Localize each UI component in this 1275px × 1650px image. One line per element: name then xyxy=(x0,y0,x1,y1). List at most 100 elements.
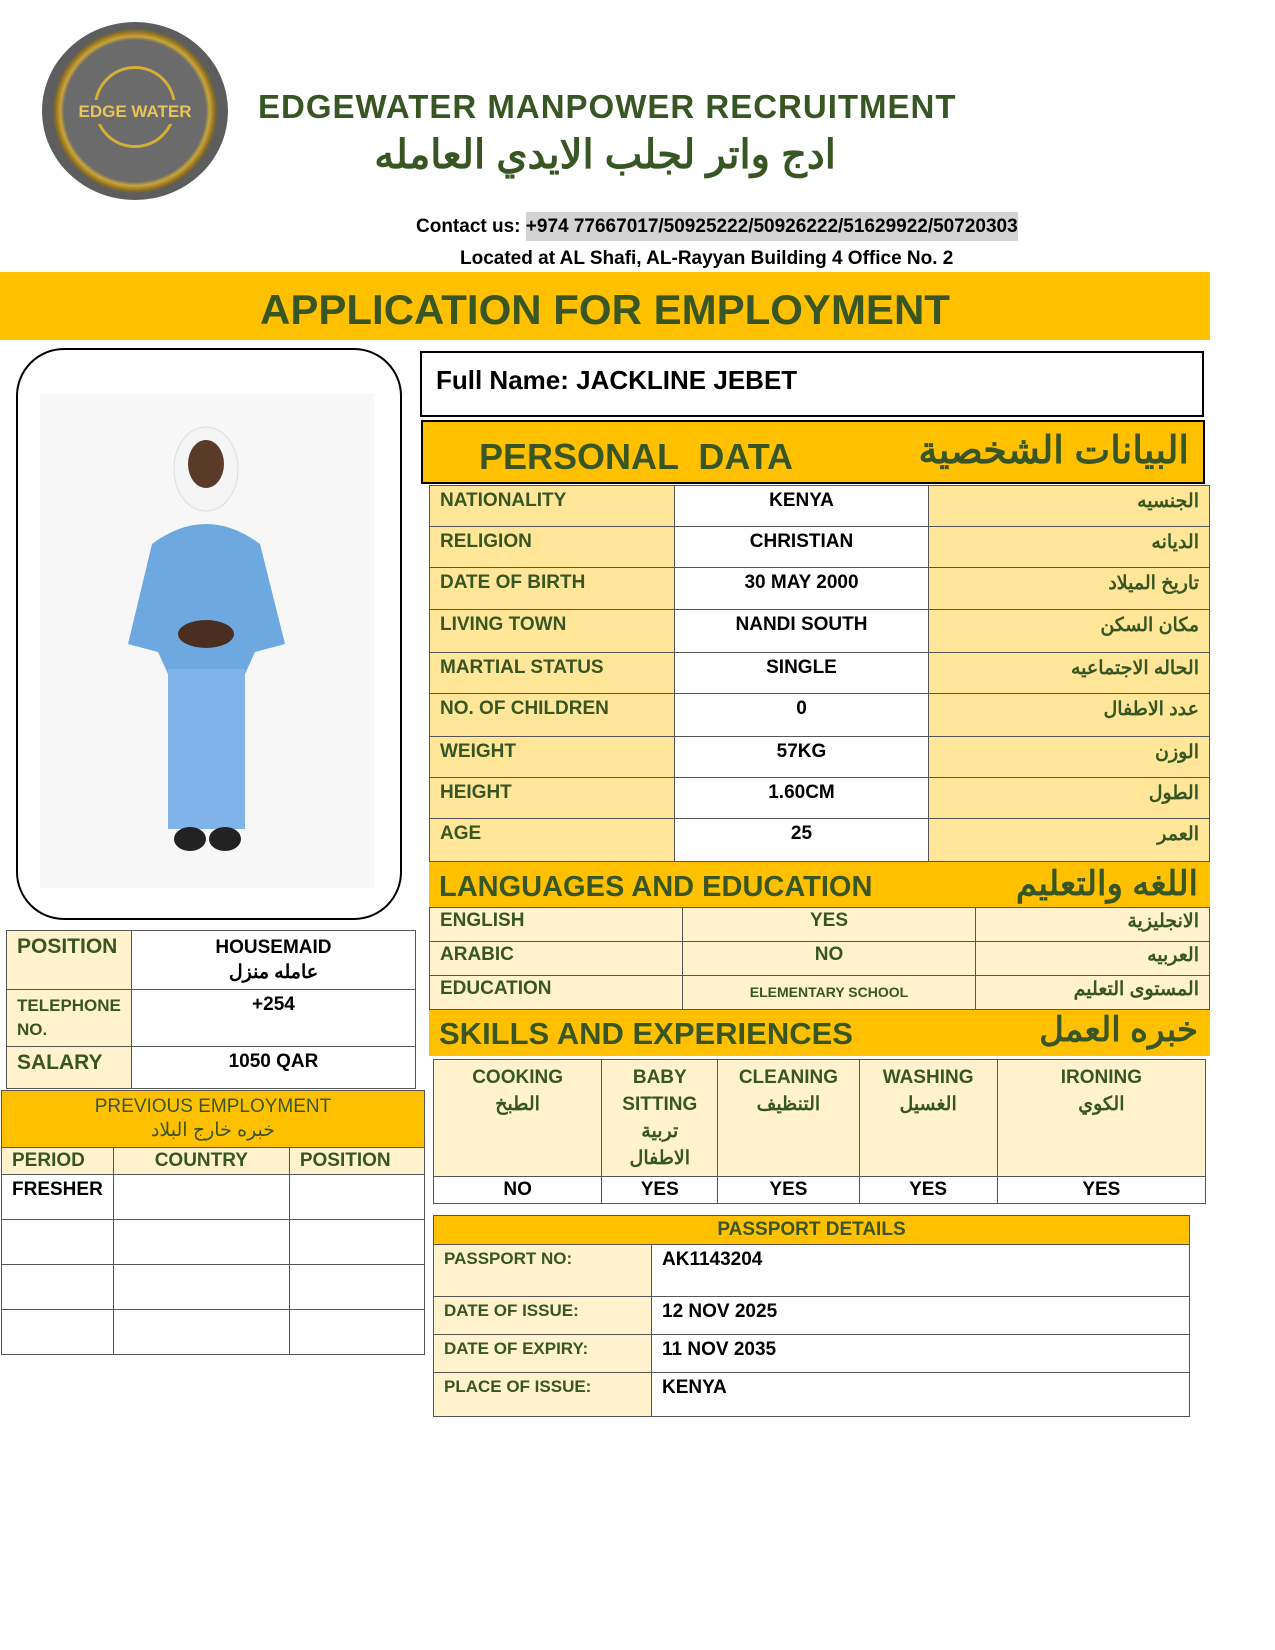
field-label-ar: الجنسيه xyxy=(928,485,1210,527)
field-label: HEIGHT xyxy=(429,777,675,819)
skill-value: YES xyxy=(858,1176,998,1204)
full-name: Full Name: JACKLINE JEBET xyxy=(420,351,1204,417)
previous-cell xyxy=(1,1219,114,1265)
contact-numbers: +974 77667017/50925222/50926222/51629922… xyxy=(525,212,1018,241)
passport-row: PLACE OF ISSUE: KENYA xyxy=(433,1372,1190,1417)
personal-title-ar: البيانات الشخصية xyxy=(918,430,1190,472)
field-label: NATIONALITY xyxy=(429,485,675,527)
field-label-ar: العربيه xyxy=(975,941,1210,976)
photo-frame xyxy=(16,348,402,920)
skills-table: COOKING الطبخ BABY SITTING تربية الاطفال CLE… xyxy=(432,1059,1207,1204)
field-value: 57KG xyxy=(674,736,929,778)
skill-cooking: COOKING الطبخ xyxy=(432,1059,603,1177)
previous-cell xyxy=(1,1309,114,1355)
field-label: ENGLISH xyxy=(429,907,683,942)
field-label-ar: الوزن xyxy=(928,736,1210,778)
previous-cell xyxy=(288,1264,426,1310)
company-logo: EDGE WATER xyxy=(42,22,228,200)
field-value: YES xyxy=(682,907,976,942)
field-label-ar: الديانه xyxy=(928,526,1210,568)
job-info-table: POSITION HOUSEMAID عامله منزل TELEPHONE N… xyxy=(6,930,417,1089)
skill-baby-sitting: BABY SITTING تربية الاطفال xyxy=(601,1059,719,1177)
field-label: ARABIC xyxy=(429,941,683,976)
passport-value: AK1143204 xyxy=(651,1244,1190,1297)
personal-row: WEIGHT 57KG الوزن xyxy=(429,736,1210,778)
field-value: 0 xyxy=(674,693,929,737)
salary-label: SALARY xyxy=(6,1046,132,1089)
personal-title-en: PERSONAL DATA xyxy=(479,436,794,477)
previous-employment-header: PREVIOUS EMPLOYMENT خبره خارج البلاد xyxy=(1,1090,425,1148)
previous-cell xyxy=(288,1174,426,1220)
company-name-ar: ادج واتر لجلب الايدي العامله xyxy=(374,133,836,177)
field-label-ar: الحاله الاجتماعيه xyxy=(928,652,1210,694)
field-label-ar: عدد الاطفال xyxy=(928,693,1210,737)
skill-washing: WASHING الغسيل xyxy=(858,1059,998,1177)
field-label-ar: الطول xyxy=(928,777,1210,819)
previous-header-row: PERIOD COUNTRY POSITION xyxy=(1,1147,426,1175)
skill-value: NO xyxy=(432,1176,603,1204)
personal-data-table: NATIONALITY KENYA الجنسيه RELIGION CHRISTIAN… xyxy=(429,485,1210,862)
passport-value: 12 NOV 2025 xyxy=(651,1296,1190,1335)
logo-text: EDGE WATER xyxy=(66,100,204,124)
previous-row xyxy=(1,1264,426,1310)
field-label: NO. OF CHILDREN xyxy=(429,693,675,737)
contact-line: Contact us: +974 77667017/50925222/50926… xyxy=(416,212,1018,241)
field-value: NANDI SOUTH xyxy=(674,609,929,653)
previous-employment-table: PREVIOUS EMPLOYMENT خبره خارج البلاد PERI… xyxy=(1,1090,426,1355)
position-value: HOUSEMAID عامله منزل xyxy=(130,930,417,990)
previous-cell xyxy=(112,1174,290,1220)
language-row: ENGLISH YES الانجليزية xyxy=(429,907,1210,942)
field-label-ar: الانجليزية xyxy=(975,907,1210,942)
personal-row: MARTIAL STATUS SINGLE الحاله الاجتماعيه xyxy=(429,652,1210,694)
personal-row: AGE 25 العمر xyxy=(429,818,1210,862)
field-value: ELEMENTARY SCHOOL xyxy=(682,975,976,1010)
passport-label: DATE OF EXPIRY: xyxy=(433,1334,652,1373)
field-label: RELIGION xyxy=(429,526,675,568)
column-header: COUNTRY xyxy=(112,1147,290,1175)
skill-value: YES xyxy=(601,1176,719,1204)
previous-row: FRESHER xyxy=(1,1174,426,1220)
field-value: 1.60CM xyxy=(674,777,929,819)
salary-value: 1050 QAR xyxy=(130,1046,417,1089)
previous-row xyxy=(1,1219,426,1265)
passport-row: PASSPORT NO: AK1143204 xyxy=(433,1244,1190,1297)
previous-cell xyxy=(288,1309,426,1355)
field-label-ar: العمر xyxy=(928,818,1210,862)
passport-header: PASSPORT DETAILS xyxy=(433,1215,1190,1245)
previous-cell xyxy=(1,1264,114,1310)
field-value: SINGLE xyxy=(674,652,929,694)
skills-title-ar: خبره العمل xyxy=(1039,1011,1198,1049)
skill-value: YES xyxy=(996,1176,1207,1204)
page-title: APPLICATION FOR EMPLOYMENT xyxy=(260,286,950,333)
field-label-ar: المستوى التعليم xyxy=(975,975,1210,1010)
applicant-photo xyxy=(40,394,374,888)
address: Located at AL Shafi, AL-Rayyan Building … xyxy=(460,248,954,269)
field-label: LIVING TOWN xyxy=(429,609,675,653)
passport-table: PASSPORT DETAILS PASSPORT NO: AK1143204 DA… xyxy=(433,1215,1190,1417)
telephone-value: +254 xyxy=(130,989,417,1047)
language-row: EDUCATION ELEMENTARY SCHOOL المستوى التعلي… xyxy=(429,975,1210,1010)
previous-cell xyxy=(288,1219,426,1265)
position-label: POSITION xyxy=(6,930,132,990)
passport-row: DATE OF EXPIRY: 11 NOV 2035 xyxy=(433,1334,1190,1373)
telephone-label: TELEPHONE NO. xyxy=(6,989,132,1047)
field-label: WEIGHT xyxy=(429,736,675,778)
field-label-ar: تاريخ الميلاد xyxy=(928,567,1210,610)
personal-row: NO. OF CHILDREN 0 عدد الاطفال xyxy=(429,693,1210,737)
language-row: ARABIC NO العربيه xyxy=(429,941,1210,976)
field-label: DATE OF BIRTH xyxy=(429,567,675,610)
languages-header: LANGUAGES AND EDUCATION اللغه والتعليم xyxy=(429,862,1210,908)
previous-cell xyxy=(112,1219,290,1265)
column-header: POSITION xyxy=(288,1147,426,1175)
languages-table: ENGLISH YES الانجليزية ARABIC NO العربيه EDUCA… xyxy=(429,907,1210,1010)
previous-row xyxy=(1,1309,426,1355)
personal-row: LIVING TOWN NANDI SOUTH مكان السكن xyxy=(429,609,1210,653)
field-label: AGE xyxy=(429,818,675,862)
skill-ironing: IRONING الكوي xyxy=(996,1059,1207,1177)
field-value: 30 MAY 2000 xyxy=(674,567,929,610)
passport-label: PLACE OF ISSUE: xyxy=(433,1372,652,1417)
personal-row: DATE OF BIRTH 30 MAY 2000 تاريخ الميلاد xyxy=(429,567,1210,610)
field-value: NO xyxy=(682,941,976,976)
previous-cell xyxy=(112,1309,290,1355)
field-value: KENYA xyxy=(674,485,929,527)
